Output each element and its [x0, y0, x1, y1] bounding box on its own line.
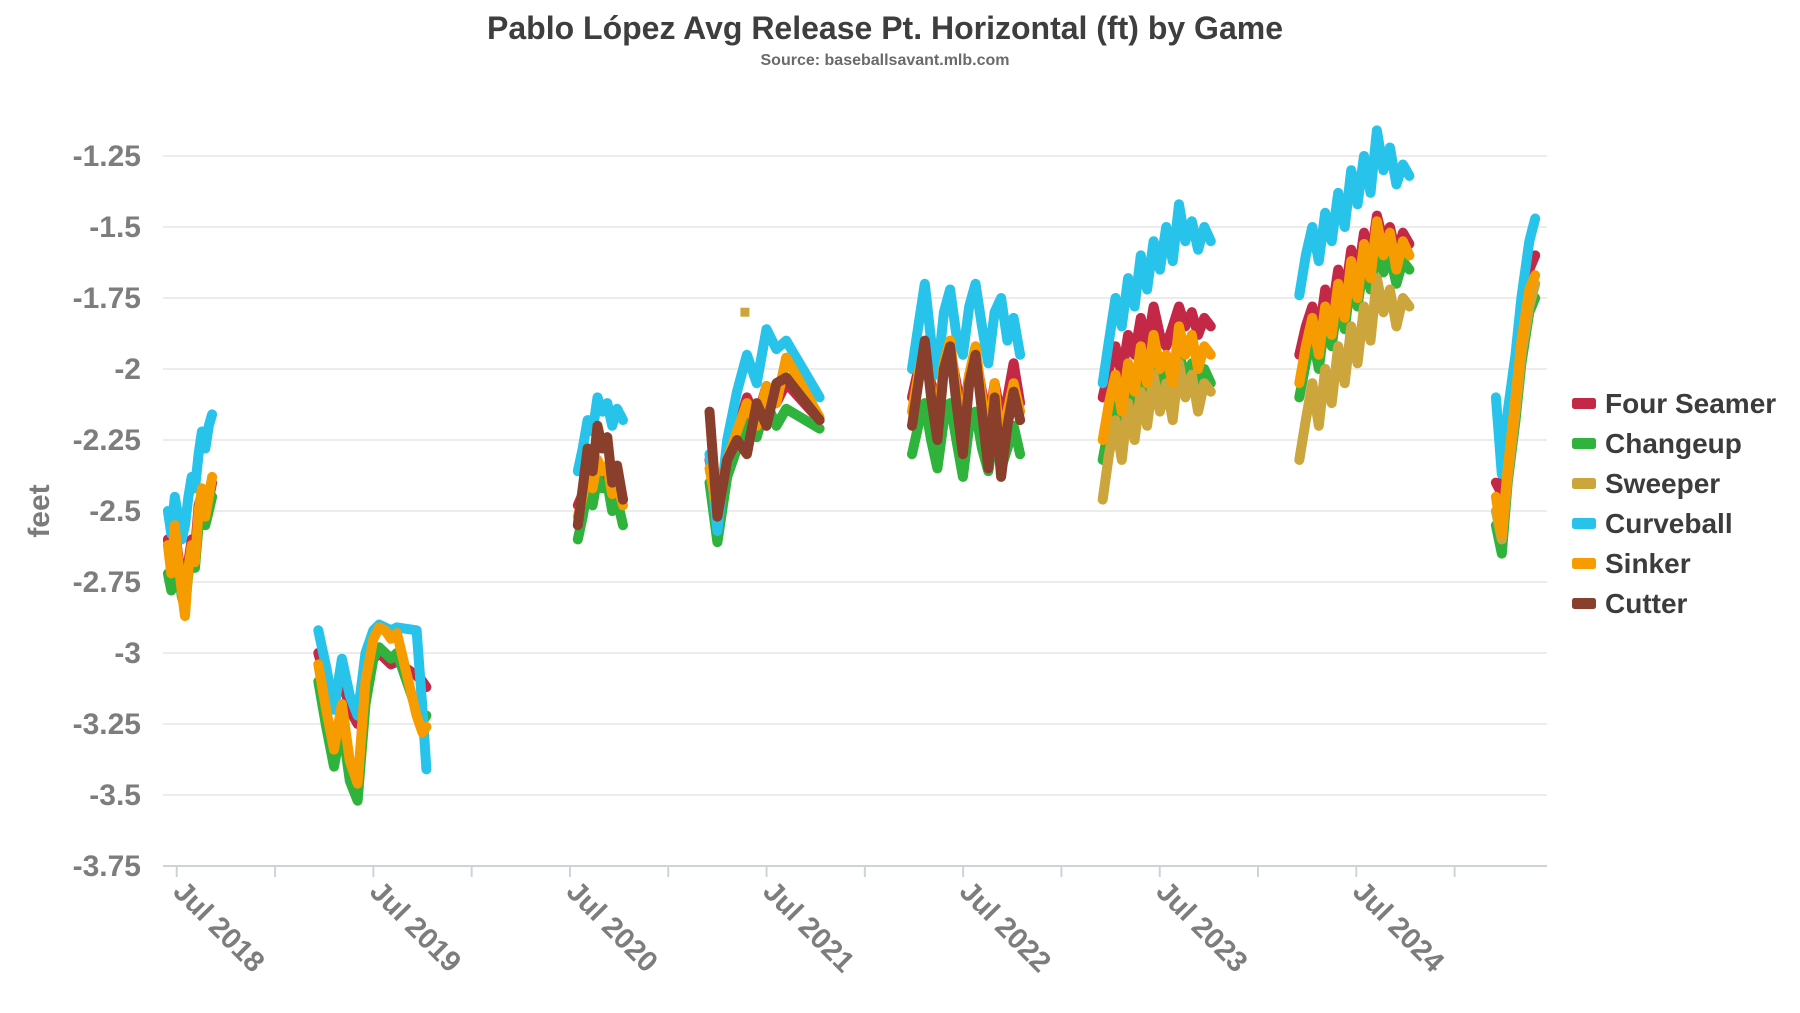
y-tick-label: -1.5: [89, 211, 141, 244]
legend-item-curveball[interactable]: Curveball: [1572, 509, 1776, 538]
data-line-cutter: [572, 420, 628, 531]
x-tick-label: Jul 2024: [1346, 875, 1450, 979]
data-line-sweeper: [1294, 273, 1415, 465]
legend-label: Changeup: [1605, 428, 1742, 459]
x-tick-label: Jul 2019: [363, 875, 467, 979]
chart-title: Pablo López Avg Release Pt. Horizontal (…: [487, 10, 1283, 46]
data-line-curveball: [907, 278, 1026, 380]
legend-item-cutter[interactable]: Cutter: [1572, 589, 1776, 618]
y-tick-label: -1.75: [73, 282, 141, 315]
x-axis: [163, 865, 1547, 877]
x-tick-label: Jul 2023: [1150, 875, 1254, 979]
y-tick-labels: -1.25 -1.5 -1.75 -2 -2.25 -2.5 -2.75 -3 -3.25 -3.…: [73, 140, 141, 883]
legend-swatch-sinker: [1572, 558, 1596, 569]
data-line-sinker: [1294, 216, 1415, 389]
legend-swatch-four-seamer: [1572, 398, 1596, 409]
data-line-curveball: [162, 409, 218, 545]
legend-label: Sweeper: [1605, 468, 1721, 499]
legend-swatch-changeup: [1572, 438, 1596, 449]
y-tick-label: -1.25: [73, 140, 141, 173]
legend-label: Sinker: [1605, 548, 1691, 579]
data-line-sinker: [1097, 321, 1216, 445]
y-tick-label: -3: [114, 637, 141, 670]
data-line-sweeper: [1097, 358, 1216, 505]
y-tick-label: -2.25: [73, 424, 141, 457]
x-tick-label: Jul 2018: [167, 875, 271, 979]
data-line-curveball: [572, 392, 628, 477]
x-tick-label: Jul 2021: [757, 875, 861, 979]
data-point-sweeper: [740, 307, 750, 317]
legend-label: Cutter: [1605, 588, 1688, 619]
legend-label: Four Seamer: [1605, 388, 1777, 419]
data-line-sinker: [313, 622, 432, 789]
data-line-curveball: [1294, 125, 1415, 301]
y-tick-label: -2.5: [89, 495, 141, 528]
series-cutter: [572, 335, 1026, 531]
data-line-curveball: [1097, 199, 1216, 389]
x-tick-label: Jul 2020: [560, 875, 664, 979]
legend-item-sweeper[interactable]: Sweeper: [1572, 469, 1776, 498]
legend-item-changeup[interactable]: Changeup: [1572, 429, 1776, 458]
series-sinker: [162, 216, 1541, 789]
y-tick-label: -2: [114, 353, 141, 386]
legend-swatch-sweeper: [1572, 478, 1596, 489]
gridlines: [163, 155, 1547, 796]
y-tick-label: -3.25: [73, 708, 141, 741]
y-tick-label: -2.75: [73, 566, 141, 599]
legend-item-four-seamer[interactable]: Four Seamer: [1572, 389, 1776, 418]
data-line-four-seamer: [1097, 301, 1216, 403]
legend: Four Seamer Changeup Sweeper Curveball Sinke…: [1572, 389, 1776, 618]
data-line-sinker: [1490, 270, 1541, 539]
legend-swatch-cutter: [1572, 598, 1596, 609]
x-tick-label: Jul 2022: [953, 875, 1057, 979]
data-line-sinker: [162, 471, 218, 622]
chart-subtitle: Source: baseballsavant.mlb.com: [760, 52, 1010, 69]
legend-label: Curveball: [1605, 508, 1733, 539]
legend-item-sinker[interactable]: Sinker: [1572, 549, 1776, 578]
data-line-cutter: [907, 335, 1026, 482]
y-tick-label: -3.5: [89, 779, 141, 812]
data-line-cutter: [704, 372, 825, 522]
x-tick-labels: Jul 2018 Jul 2019 Jul 2020 Jul 2021 Jul 2022…: [167, 875, 1450, 979]
legend-swatch-curveball: [1572, 518, 1596, 529]
y-tick-label: -3.75: [73, 850, 141, 883]
